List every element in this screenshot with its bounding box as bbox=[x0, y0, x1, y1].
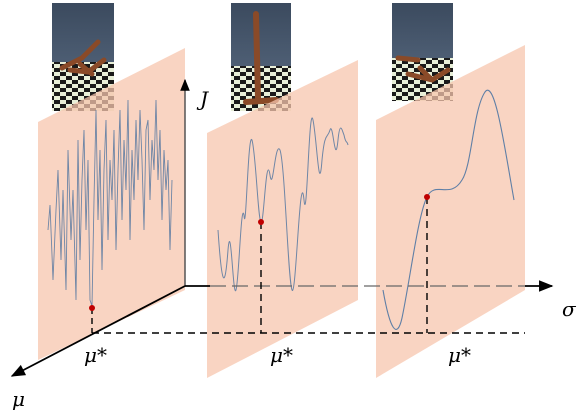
panel bbox=[207, 60, 358, 378]
panel-label: μ* bbox=[84, 343, 107, 367]
panel-label: μ* bbox=[270, 343, 293, 367]
axis-label: μ bbox=[12, 387, 25, 410]
optimum-point bbox=[258, 219, 264, 225]
thumbnail bbox=[231, 3, 291, 111]
axis-label: J bbox=[196, 87, 209, 111]
panel-label: μ* bbox=[448, 343, 471, 367]
figure: J σ μ μ* μ* μ* bbox=[0, 0, 580, 410]
optimum-point bbox=[424, 194, 430, 200]
optimum-point bbox=[89, 305, 95, 311]
axis-label: σ bbox=[562, 297, 577, 321]
